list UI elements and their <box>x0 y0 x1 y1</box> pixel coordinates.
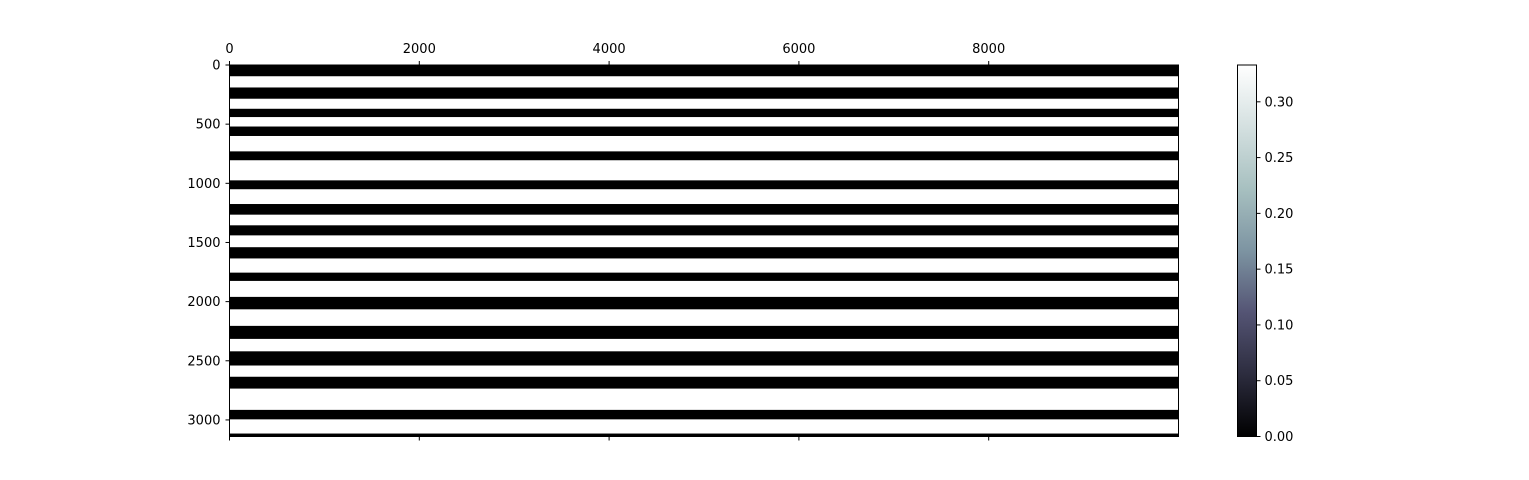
y-tick-label-0: 0 <box>212 59 220 74</box>
heatmap-dark-band-10 <box>229 296 1179 310</box>
colorbar-tick-label-0: 0.00 <box>1265 430 1294 445</box>
heatmap-dark-band-13 <box>229 376 1179 389</box>
colorbar-tick-label-5: 0.25 <box>1265 151 1294 166</box>
colorbar-tick-label-4: 0.20 <box>1265 207 1294 222</box>
y-tick-label-4: 2000 <box>187 295 220 310</box>
heatmap-dark-band-3 <box>229 126 1179 136</box>
y-axis: 0 500 1000 1500 2000 2500 3000 <box>187 59 230 428</box>
heatmap-dark-band-11 <box>229 325 1179 339</box>
x-tick-label-1: 2000 <box>403 42 436 57</box>
heatmap-dark-band-9 <box>229 272 1179 281</box>
colorbar: 0.00 0.05 0.10 0.15 0.20 0.25 0.30 <box>1237 64 1294 445</box>
heatmap-dark-band-5 <box>229 180 1179 190</box>
heatmap-dark-band-15 <box>229 433 1179 437</box>
colorbar-tick-label-1: 0.05 <box>1265 374 1294 389</box>
heatmap-dark-band-0 <box>229 65 1179 77</box>
y-tick-label-3: 1500 <box>187 236 220 251</box>
heatmap-dark-band-8 <box>229 247 1179 259</box>
colorbar-tick-label-2: 0.10 <box>1265 318 1294 333</box>
y-tick-label-5: 2500 <box>187 354 220 369</box>
y-tick-label-1: 500 <box>196 118 221 133</box>
plot-area <box>229 64 1179 437</box>
y-tick-label-2: 1000 <box>187 177 220 192</box>
heatmap-dark-band-6 <box>229 204 1179 215</box>
heatmap-dark-band-14 <box>229 409 1179 420</box>
x-tick-label-0: 0 <box>225 42 233 57</box>
heatmap-dark-band-2 <box>229 108 1179 118</box>
heatmap-dark-band-12 <box>229 351 1179 366</box>
x-tick-label-3: 6000 <box>782 42 815 57</box>
x-tick-label-4: 8000 <box>972 42 1005 57</box>
x-tick-label-2: 4000 <box>593 42 626 57</box>
colorbar-tick-label-6: 0.30 <box>1265 95 1294 110</box>
y-tick-label-6: 3000 <box>187 413 220 428</box>
x-axis: 0 2000 4000 6000 8000 <box>225 42 1005 441</box>
colorbar-gradient <box>1237 64 1257 437</box>
heatmap-dark-band-7 <box>229 225 1179 236</box>
colorbar-tick-label-3: 0.15 <box>1265 263 1294 278</box>
axes-frame <box>229 64 1179 437</box>
heatmap-dark-band-1 <box>229 87 1179 99</box>
heatmap-dark-band-4 <box>229 151 1179 161</box>
